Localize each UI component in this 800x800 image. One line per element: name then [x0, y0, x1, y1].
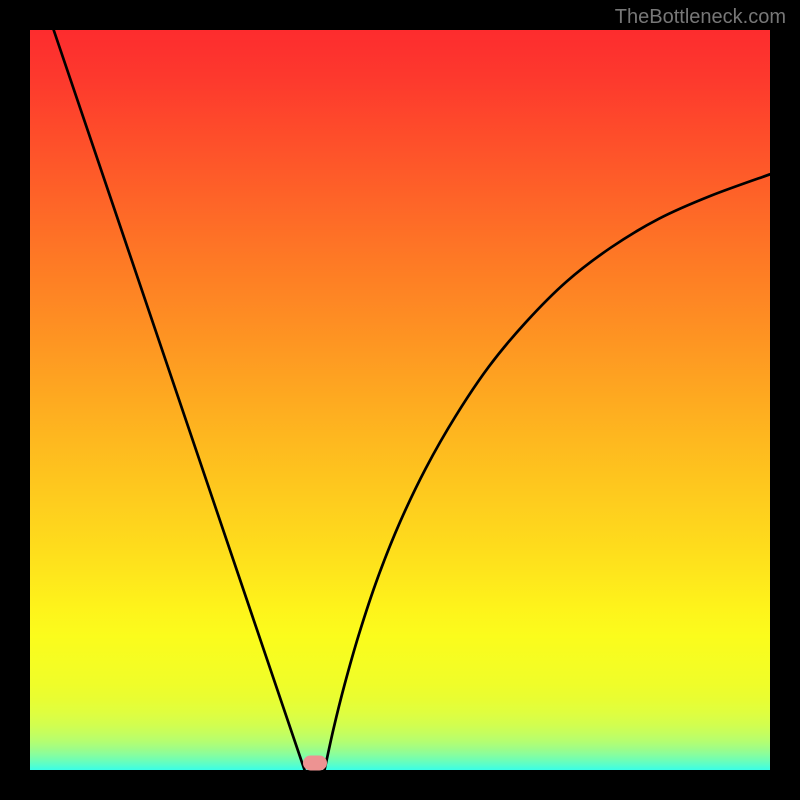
watermark-text: TheBottleneck.com	[615, 6, 786, 29]
optimum-marker	[303, 755, 327, 770]
bottleneck-curve	[30, 30, 770, 770]
plot-area	[30, 30, 770, 770]
curve-path	[54, 30, 770, 770]
